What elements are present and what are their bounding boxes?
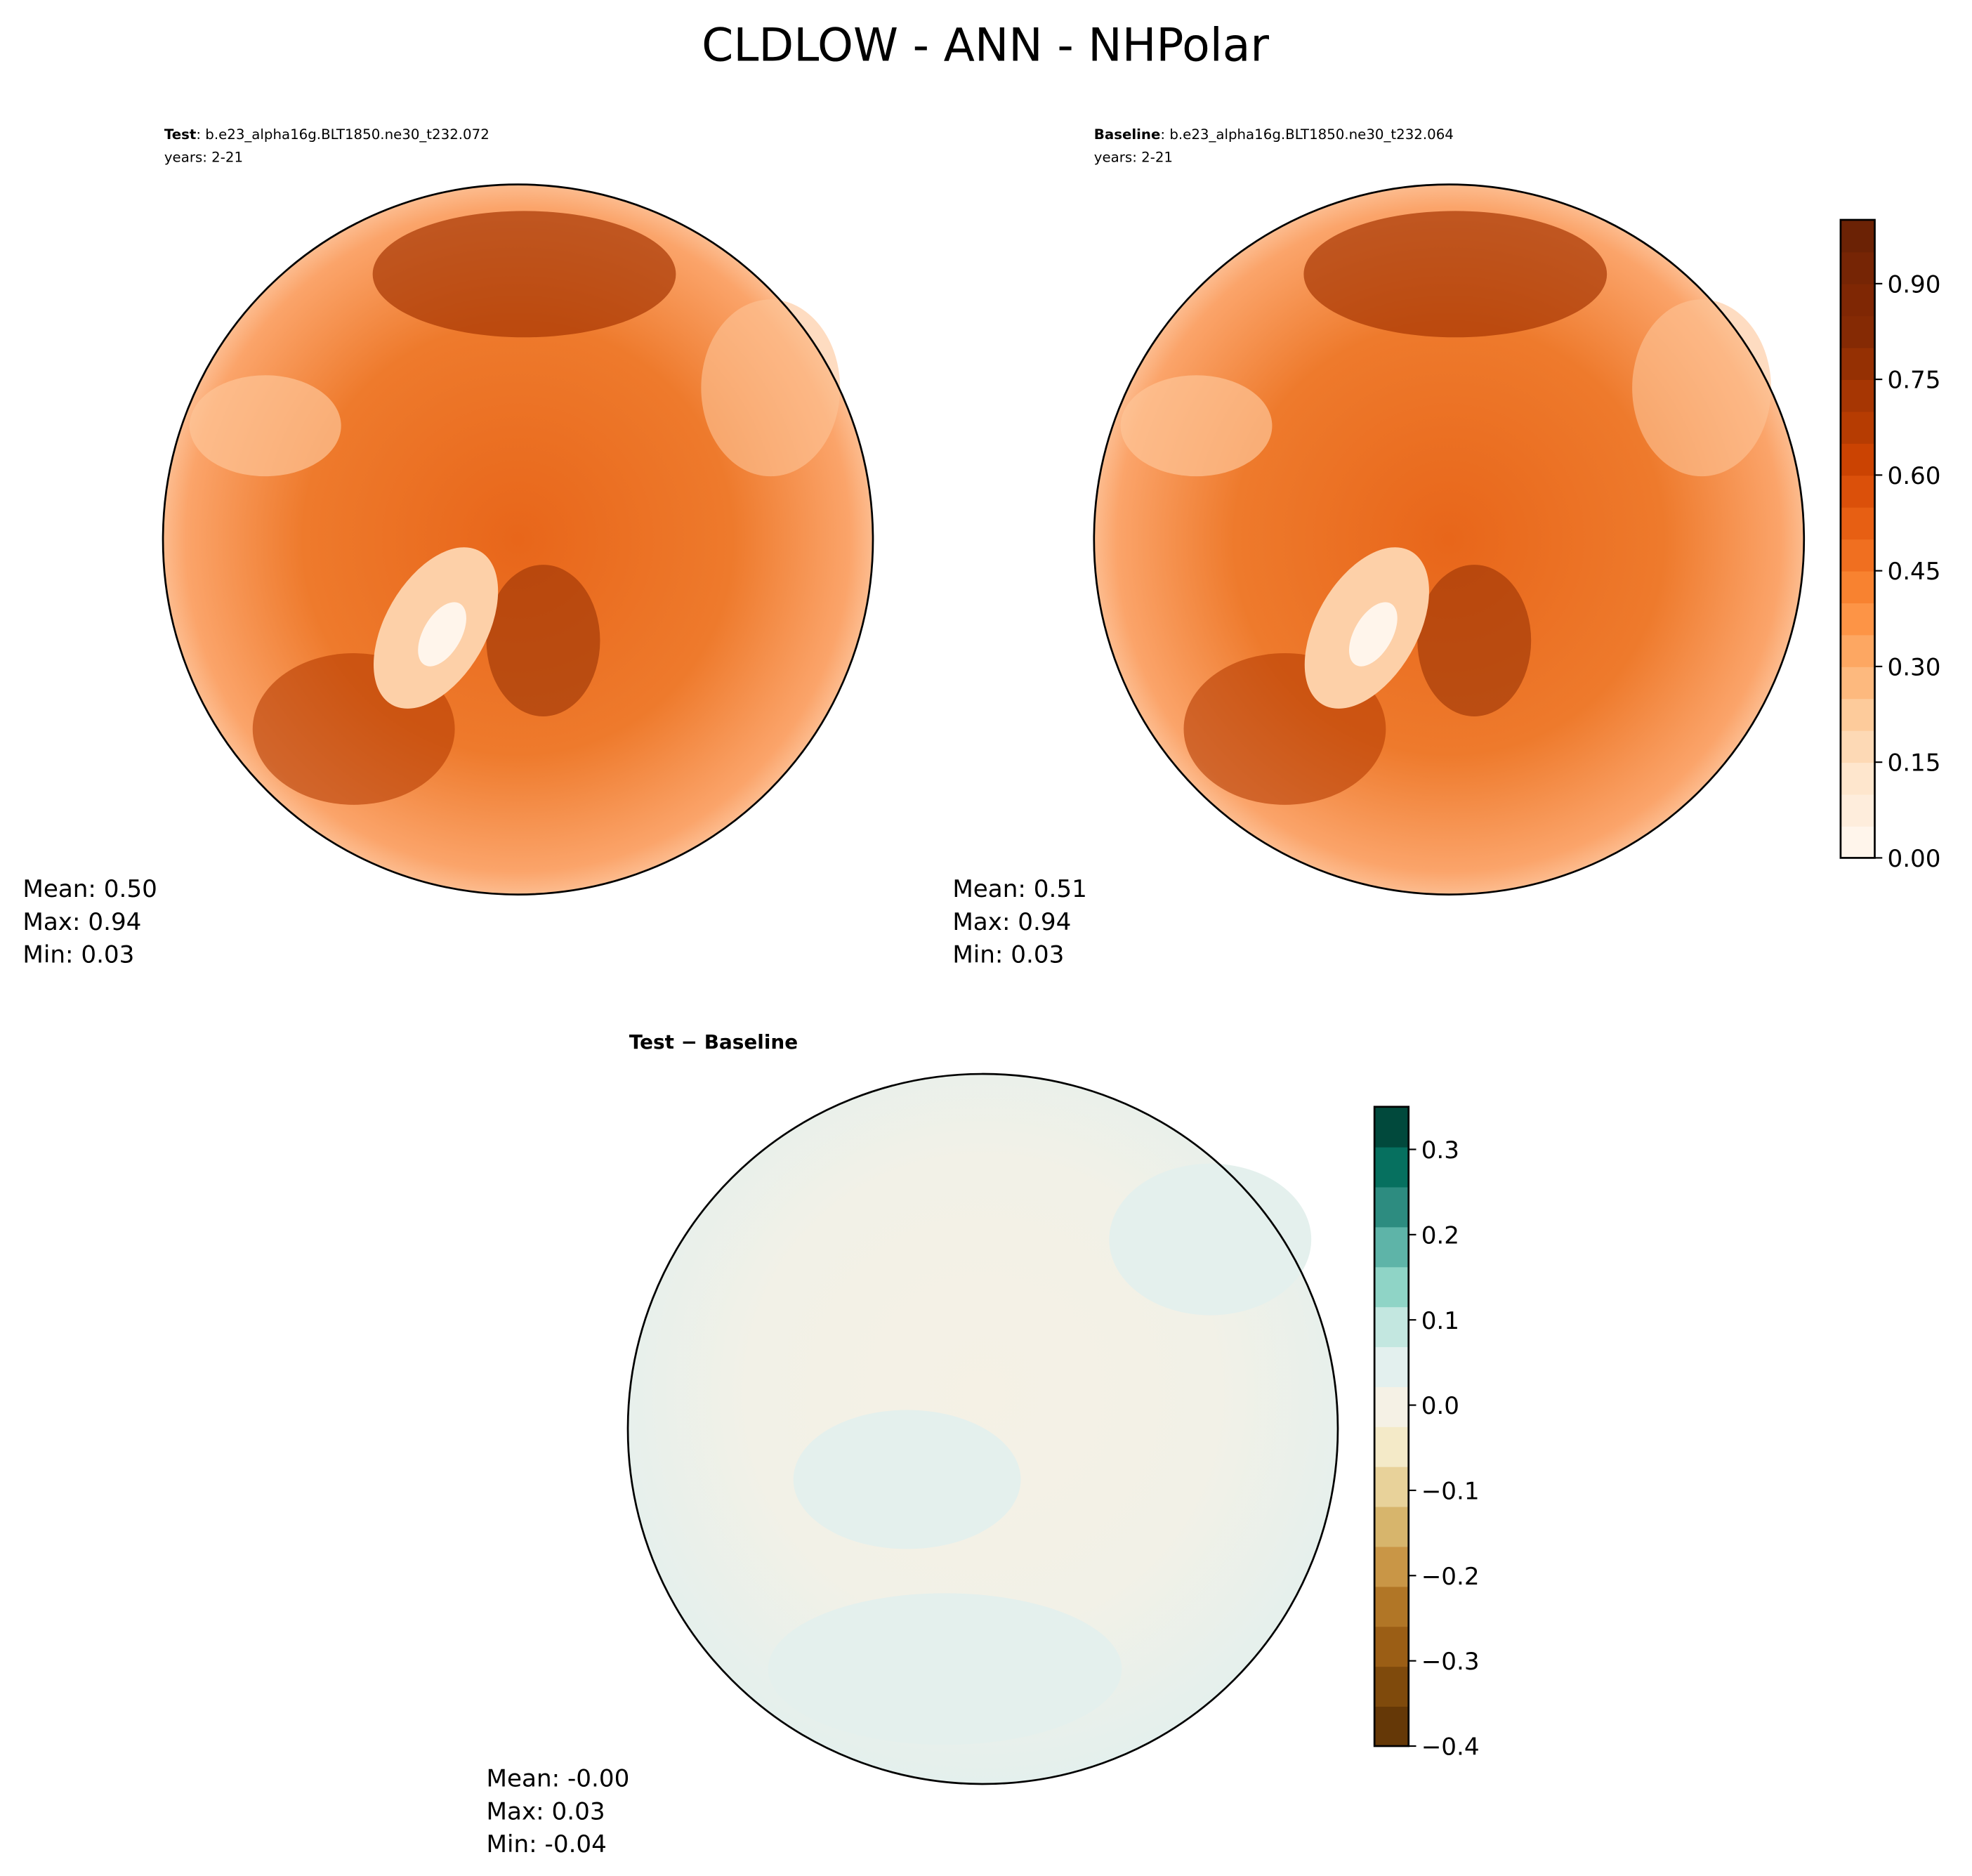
stat-line: Max: 0.94 — [952, 908, 1071, 936]
stat-line: Min: 0.03 — [952, 941, 1064, 969]
colorbar-band — [1374, 1506, 1409, 1547]
map-boundary — [1093, 183, 1806, 896]
colorbar-band — [1840, 411, 1875, 444]
colorbar-band — [1374, 1306, 1409, 1348]
colorbar-band — [1840, 666, 1875, 700]
panel-label-bold: Test — [164, 126, 196, 143]
stat-line: Min: 0.03 — [22, 941, 134, 969]
colorbar-tick-label: 0.2 — [1421, 1221, 1459, 1249]
colorbar-tick-label: −0.2 — [1421, 1563, 1480, 1591]
colorbar-tick-label: 0.75 — [1887, 367, 1940, 395]
map-pattern — [1109, 1163, 1312, 1316]
colorbar-band — [1840, 698, 1875, 731]
colorbar-tick-label: 0.30 — [1887, 653, 1940, 681]
stat-line: Mean: 0.51 — [952, 875, 1086, 903]
colorbar-band — [1374, 1106, 1409, 1148]
colorbar-band — [1374, 1386, 1409, 1427]
panel-label-bold: Baseline — [1094, 126, 1161, 143]
map-pattern — [1120, 375, 1273, 477]
case-name: : b.e23_alpha16g.BLT1850.ne30_t232.064 — [1160, 126, 1453, 143]
colorbar-band — [1374, 1266, 1409, 1308]
colorbar-tick-label: −0.1 — [1421, 1478, 1480, 1506]
map-pattern — [1303, 211, 1608, 338]
colorbar-band — [1840, 220, 1875, 253]
stat-line: Max: 0.03 — [487, 1797, 605, 1825]
colorbar-tick-label: 0.00 — [1887, 845, 1940, 873]
case-name: : b.e23_alpha16g.BLT1850.ne30_t232.072 — [196, 126, 489, 143]
colorbar-band — [1840, 539, 1875, 572]
colorbar-tick-label: 0.15 — [1887, 749, 1940, 778]
figure-title: CLDLOW - ANN - NHPolar — [702, 19, 1269, 72]
stat-line: Min: -0.04 — [487, 1830, 607, 1858]
stat-line: Mean: 0.50 — [22, 875, 157, 903]
panel-label: Test: b.e23_alpha16g.BLT1850.ne30_t232.0… — [164, 126, 489, 143]
colorbar-band — [1374, 1706, 1409, 1747]
colorbar-band — [1840, 315, 1875, 348]
colorbar-band — [1374, 1546, 1409, 1587]
colorbar-band — [1840, 442, 1875, 476]
colorbar-band — [1840, 634, 1875, 667]
colorbar-tick-label: 0.90 — [1887, 270, 1940, 299]
colorbar-band — [1374, 1586, 1409, 1627]
years: years: 2-21 — [164, 149, 243, 165]
stat-line: Mean: -0.00 — [487, 1765, 630, 1793]
panel-label: Baseline: b.e23_alpha16g.BLT1850.ne30_t2… — [1094, 126, 1454, 143]
colorbar-band — [1840, 251, 1875, 284]
colorbar-band — [1840, 379, 1875, 412]
colorbar-frame — [1839, 218, 1876, 859]
colorbar-band — [1840, 347, 1875, 381]
map-pattern — [418, 602, 466, 667]
colorbar-band — [1374, 1346, 1409, 1387]
colorbar-band — [1840, 794, 1875, 827]
colorbar-tick-label: 0.60 — [1887, 462, 1940, 490]
colorbar-tick-label: −0.4 — [1421, 1733, 1480, 1762]
colorbar-band — [1840, 475, 1875, 508]
map-pattern — [1632, 299, 1771, 477]
map-pattern — [486, 565, 600, 716]
map-pattern — [768, 1593, 1122, 1745]
colorbar-band — [1840, 283, 1875, 317]
colorbar-band — [1374, 1226, 1409, 1268]
colorbar-band — [1374, 1666, 1409, 1707]
colorbar-tick-label: 0.3 — [1421, 1136, 1459, 1165]
panel-label-bold: Test − Baseline — [629, 1030, 798, 1054]
colorbar-band — [1840, 730, 1875, 763]
colorbar-band — [1374, 1186, 1409, 1228]
panel-label: Test − Baseline — [629, 1030, 798, 1054]
map-pattern — [189, 375, 341, 477]
map-boundary — [162, 183, 874, 896]
colorbar-band — [1840, 506, 1875, 540]
colorbar-band — [1840, 826, 1875, 859]
colorbar-band — [1374, 1146, 1409, 1188]
colorbar-tick-label: 0.45 — [1887, 558, 1940, 586]
map-boundary — [626, 1073, 1339, 1785]
map-pattern — [372, 211, 676, 338]
colorbar-tick-label: −0.3 — [1421, 1648, 1480, 1676]
colorbar-band — [1840, 762, 1875, 795]
colorbar-band — [1840, 570, 1875, 603]
map-pattern — [793, 1410, 1021, 1549]
map-pattern — [1417, 565, 1532, 716]
colorbar-band — [1374, 1426, 1409, 1467]
stat-line: Max: 0.94 — [22, 908, 141, 936]
map-pattern — [701, 299, 841, 477]
colorbar-tick-label: 0.0 — [1421, 1392, 1459, 1420]
map-pattern — [1348, 602, 1398, 667]
colorbar-frame — [1373, 1106, 1410, 1747]
colorbar-tick-label: 0.1 — [1421, 1307, 1459, 1335]
colorbar-band — [1374, 1466, 1409, 1507]
colorbar-band — [1840, 603, 1875, 636]
years: years: 2-21 — [1094, 149, 1173, 165]
colorbar-band — [1374, 1626, 1409, 1667]
